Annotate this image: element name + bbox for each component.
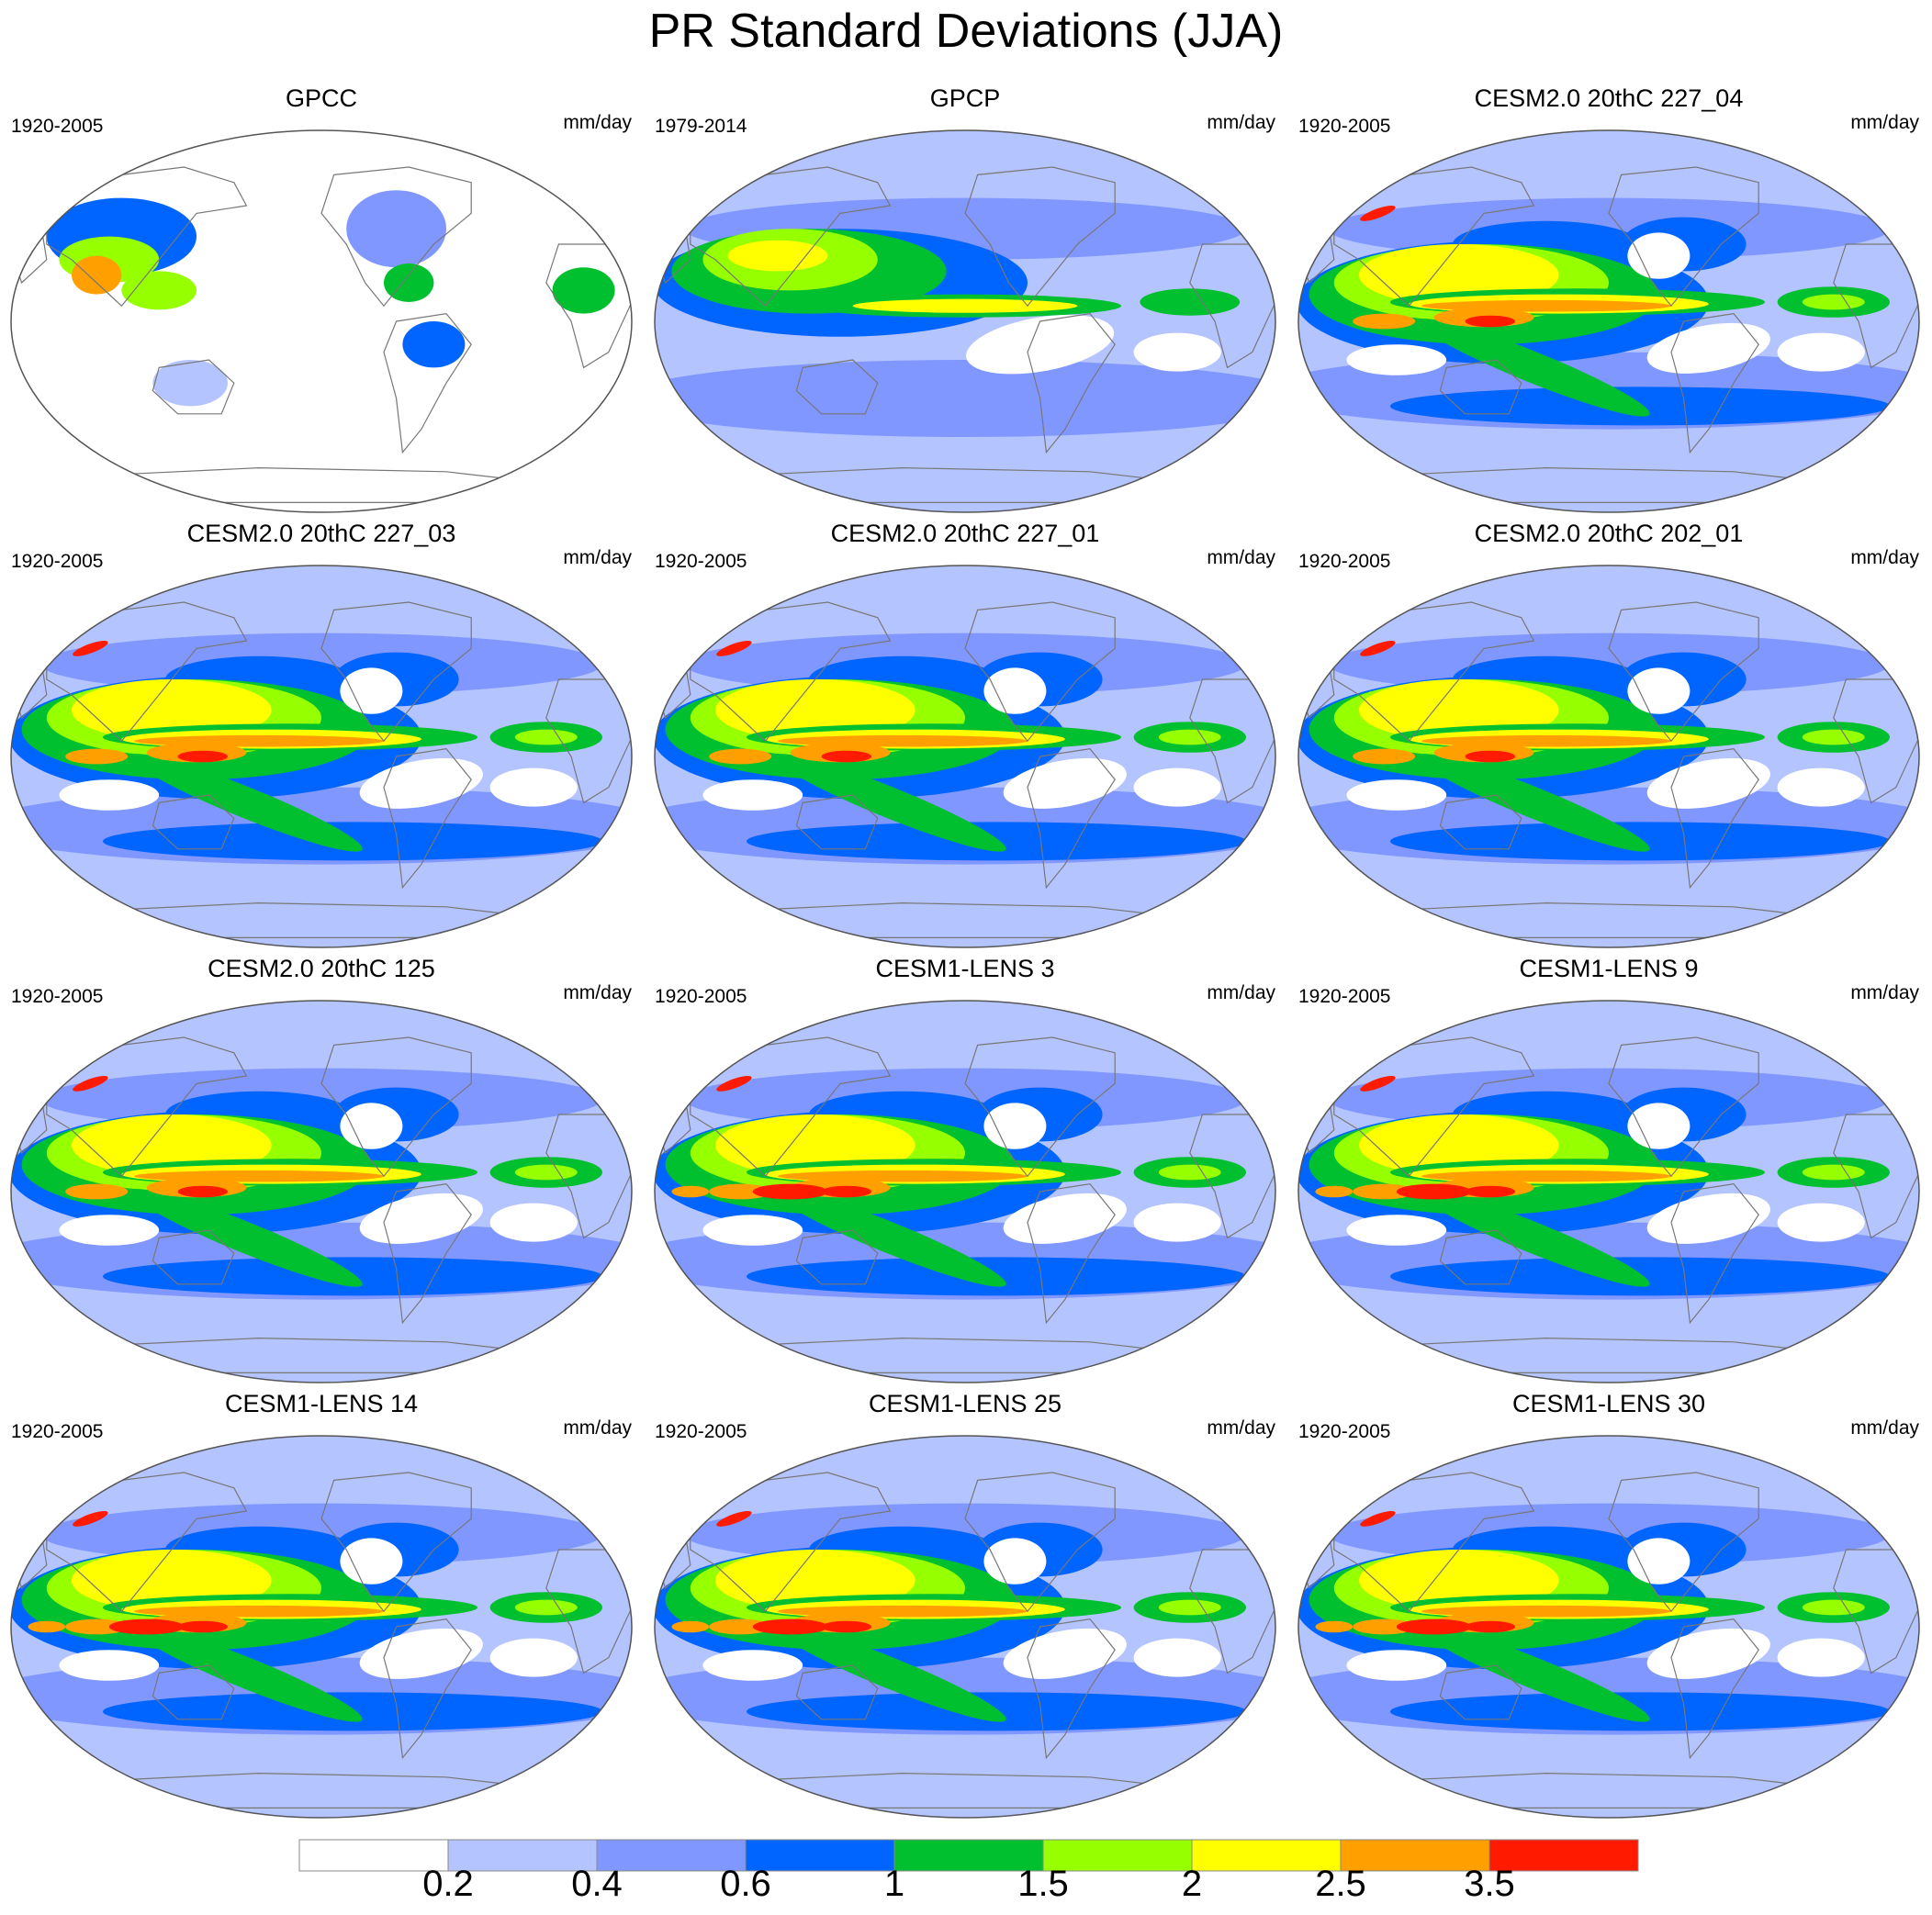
precip-map xyxy=(654,129,1276,513)
panel-title: CESM1-LENS 14 xyxy=(224,1390,419,1417)
panel-title: CESM1-LENS 25 xyxy=(868,1390,1062,1417)
panel-units: mm/day xyxy=(563,982,632,1003)
panel-title: CESM1-LENS 30 xyxy=(1511,1390,1706,1417)
panel-units: mm/day xyxy=(1850,1417,1919,1439)
panel-title: GPCC xyxy=(285,84,357,112)
panel-title: CESM2.0 20thC 227_01 xyxy=(830,520,1100,547)
panel-units: mm/day xyxy=(563,1417,632,1439)
panel-period: 1920-2005 xyxy=(1298,986,1391,1007)
precip-map xyxy=(10,1435,633,1819)
map-panel: CESM1-LENS 3 1920-2005 mm/day xyxy=(644,955,1286,1386)
map-panel: CESM1-LENS 25 1920-2005 mm/day xyxy=(644,1390,1286,1821)
map-panel: GPCP 1979-2014 mm/day xyxy=(644,84,1286,516)
precip-map xyxy=(1297,129,1920,513)
precip-map xyxy=(10,1000,633,1383)
panel-title: CESM1-LENS 3 xyxy=(875,955,1055,982)
panel-units: mm/day xyxy=(1850,982,1919,1003)
precip-map xyxy=(1297,1435,1920,1819)
panel-period: 1920-2005 xyxy=(11,551,104,572)
map-panel: CESM2.0 20thC 202_01 1920-2005 mm/day xyxy=(1287,520,1930,951)
panel-period: 1920-2005 xyxy=(1298,116,1391,137)
map-panel: CESM1-LENS 30 1920-2005 mm/day xyxy=(1287,1390,1930,1821)
panel-units: mm/day xyxy=(1207,112,1275,133)
precip-map xyxy=(10,565,633,948)
panel-period: 1920-2005 xyxy=(1298,1421,1391,1442)
panel-units: mm/day xyxy=(1207,1417,1275,1439)
panel-period: 1920-2005 xyxy=(1298,551,1391,572)
panel-period: 1920-2005 xyxy=(11,116,104,137)
panel-title: CESM2.0 20thC 125 xyxy=(208,955,435,982)
figure-title: PR Standard Deviations (JJA) xyxy=(648,5,1284,58)
colorbar-tick-label: 3.5 xyxy=(1464,1864,1515,1904)
precip-map xyxy=(654,1000,1276,1383)
panel-period: 1920-2005 xyxy=(11,986,104,1007)
panel-title: GPCP xyxy=(929,84,1001,112)
panel-units: mm/day xyxy=(563,547,632,568)
colorbar-tick-label: 1.5 xyxy=(1017,1864,1069,1904)
map-panel: CESM1-LENS 9 1920-2005 mm/day xyxy=(1287,955,1930,1386)
panel-units: mm/day xyxy=(1850,112,1919,133)
colorbar-tick-label: 0.2 xyxy=(422,1864,474,1904)
colorbar-tick-label: 2.5 xyxy=(1315,1864,1366,1904)
panel-period: 1920-2005 xyxy=(11,1421,104,1442)
panel-units: mm/day xyxy=(563,112,632,133)
precip-map xyxy=(654,1435,1276,1819)
precip-map xyxy=(10,129,633,513)
colorbar-tick-label: 2 xyxy=(1181,1864,1203,1904)
panel-units: mm/day xyxy=(1850,547,1919,568)
panel-title: CESM2.0 20thC 227_04 xyxy=(1474,84,1744,112)
panel-title: CESM1-LENS 9 xyxy=(1519,955,1699,982)
map-panel: GPCC 1920-2005 mm/day xyxy=(0,84,643,516)
panel-period: 1920-2005 xyxy=(655,551,747,572)
precip-map xyxy=(1297,565,1920,948)
colorbar-tick-label: 0.4 xyxy=(571,1864,623,1904)
precip-map xyxy=(1297,1000,1920,1383)
panel-period: 1920-2005 xyxy=(655,986,747,1007)
panel-title: CESM2.0 20thC 227_03 xyxy=(186,520,456,547)
precip-map xyxy=(654,565,1276,948)
map-panel: CESM1-LENS 14 1920-2005 mm/day xyxy=(0,1390,643,1821)
map-panel: CESM2.0 20thC 227_03 1920-2005 mm/day xyxy=(0,520,643,951)
colorbar-tick-label: 1 xyxy=(883,1864,905,1904)
panel-title: CESM2.0 20thC 202_01 xyxy=(1474,520,1744,547)
panel-period: 1979-2014 xyxy=(655,116,747,137)
panel-units: mm/day xyxy=(1207,982,1275,1003)
map-panel: CESM2.0 20thC 227_04 1920-2005 mm/day xyxy=(1287,84,1930,516)
colorbar-tick-label: 0.6 xyxy=(720,1864,771,1904)
map-panel: CESM2.0 20thC 227_01 1920-2005 mm/day xyxy=(644,520,1286,951)
map-panel: CESM2.0 20thC 125 1920-2005 mm/day xyxy=(0,955,643,1386)
panel-period: 1920-2005 xyxy=(655,1421,747,1442)
panel-units: mm/day xyxy=(1207,547,1275,568)
